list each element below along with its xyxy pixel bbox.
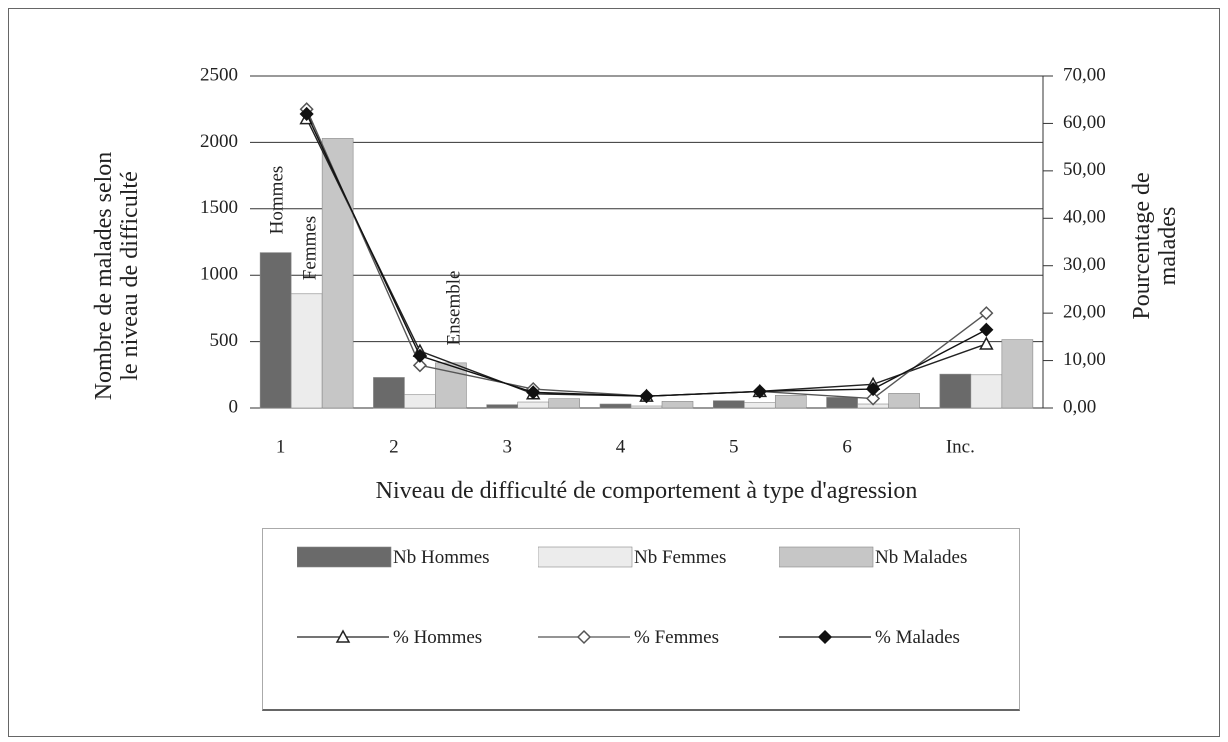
legend-box bbox=[538, 546, 633, 568]
line bbox=[306, 108, 987, 400]
bar bbox=[888, 393, 920, 409]
legend-swatch bbox=[538, 629, 630, 645]
bar bbox=[517, 401, 550, 409]
bar bbox=[939, 373, 972, 409]
line bbox=[306, 118, 987, 397]
legend-entry: % Femmes bbox=[538, 625, 778, 695]
legend-entry: Nb Femmes bbox=[538, 545, 778, 615]
bar bbox=[548, 398, 581, 409]
legend-box bbox=[779, 546, 874, 568]
annotation: Ensemble bbox=[443, 271, 464, 346]
y2-axis-title: Pourcentage de malades bbox=[1129, 172, 1181, 320]
bar bbox=[1001, 339, 1034, 409]
legend-label: Nb Femmes bbox=[634, 547, 727, 568]
legend-swatch bbox=[538, 546, 633, 568]
y2-tick-label: 60,00 bbox=[1063, 112, 1106, 133]
x-tick-label: Inc. bbox=[946, 436, 975, 457]
x-tick-label: 4 bbox=[616, 436, 626, 457]
bar bbox=[826, 397, 858, 409]
legend-label: % Malades bbox=[875, 627, 960, 648]
annotation: Femmes bbox=[299, 216, 320, 280]
legend: Nb Hommes Nb Femmes Nb Malades % Hommes % Fe… bbox=[262, 528, 1020, 711]
marker bbox=[866, 391, 881, 406]
legend-label: % Hommes bbox=[393, 627, 483, 648]
marker bbox=[866, 381, 881, 397]
annotation: Hommes bbox=[266, 166, 287, 235]
y2-tick-label: 50,00 bbox=[1063, 159, 1106, 180]
y-tick-label: 500 bbox=[210, 330, 239, 351]
marker bbox=[299, 106, 314, 122]
bar bbox=[373, 377, 405, 409]
marker bbox=[412, 358, 427, 373]
legend-entry: % Hommes bbox=[297, 625, 537, 695]
legend-entry: Nb Hommes bbox=[297, 545, 537, 615]
bar bbox=[599, 403, 632, 409]
legend-label: Nb Malades bbox=[875, 547, 968, 568]
x-axis-title: Niveau de difficulté de comportement à t… bbox=[375, 478, 918, 504]
legend-swatch bbox=[779, 629, 871, 645]
x-tick-label: 3 bbox=[502, 436, 512, 457]
bar bbox=[712, 400, 745, 409]
bar bbox=[774, 395, 807, 409]
y-tick-label: 1500 bbox=[200, 197, 238, 218]
marker bbox=[412, 348, 427, 363]
legend-swatch bbox=[297, 629, 389, 643]
marker bbox=[639, 389, 654, 404]
marker bbox=[526, 385, 541, 400]
y2-tick-label: 40,00 bbox=[1063, 207, 1106, 228]
x-tick-label: 1 bbox=[276, 436, 286, 457]
y2-tick-label: 70,00 bbox=[1063, 64, 1106, 85]
y-axis-title: Nombre de malades selon le niveau de dif… bbox=[91, 151, 143, 401]
bar bbox=[435, 362, 467, 409]
y2-tick-label: 20,00 bbox=[1063, 302, 1106, 323]
x-tick-label: 2 bbox=[389, 436, 399, 457]
y-tick-label: 1000 bbox=[200, 264, 238, 285]
bar bbox=[404, 394, 436, 409]
legend-swatch bbox=[297, 546, 392, 568]
bar bbox=[290, 293, 323, 409]
frame bbox=[8, 8, 1220, 737]
y-tick-label: 2000 bbox=[200, 131, 238, 152]
marker bbox=[979, 336, 994, 350]
bar bbox=[743, 402, 776, 409]
y2-tick-label: 30,00 bbox=[1063, 254, 1106, 275]
legend-swatch bbox=[779, 546, 874, 568]
marker bbox=[335, 629, 351, 643]
bar bbox=[970, 374, 1003, 409]
marker bbox=[979, 306, 994, 321]
y2-tick-label: 10,00 bbox=[1063, 349, 1106, 370]
marker bbox=[752, 384, 767, 399]
marker bbox=[979, 322, 994, 337]
line bbox=[306, 113, 987, 397]
legend-entry: Nb Malades bbox=[779, 545, 1019, 615]
marker bbox=[817, 629, 833, 645]
legend-label: Nb Hommes bbox=[393, 547, 490, 568]
y2-tick-label: 0,00 bbox=[1063, 396, 1096, 417]
legend-entry: % Malades bbox=[779, 625, 1019, 695]
bar bbox=[661, 401, 694, 409]
bar bbox=[259, 252, 292, 409]
y-tick-label: 2500 bbox=[200, 64, 238, 85]
legend-label: % Femmes bbox=[634, 627, 719, 648]
legend-box bbox=[297, 546, 392, 568]
bar bbox=[486, 404, 519, 409]
y-tick-label: 0 bbox=[229, 396, 239, 417]
marker bbox=[576, 629, 592, 645]
x-tick-label: 6 bbox=[842, 436, 852, 457]
x-tick-label: 5 bbox=[729, 436, 739, 457]
bar bbox=[630, 405, 663, 409]
